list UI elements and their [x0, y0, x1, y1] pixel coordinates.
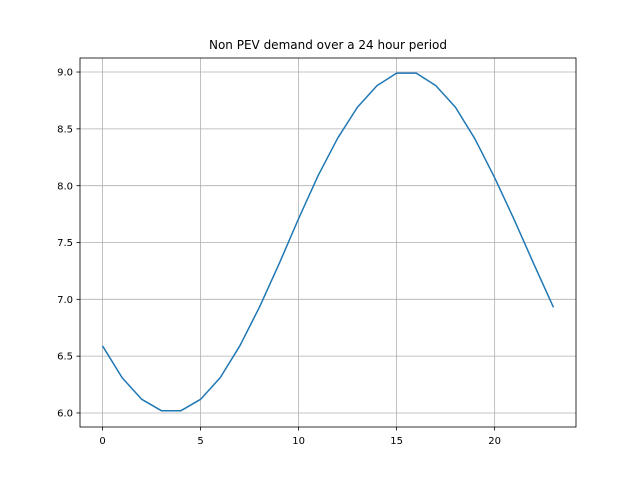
y-tick-label: 8.5 — [57, 124, 73, 135]
x-tick-label: 0 — [99, 436, 105, 447]
grid — [80, 58, 576, 427]
x-tick-label: 5 — [197, 436, 203, 447]
y-tick-label: 6.5 — [57, 352, 73, 363]
series-layer — [101, 72, 555, 412]
chart-title: Non PEV demand over a 24 hour period — [209, 38, 447, 52]
y-tick-label: 7.5 — [57, 238, 73, 249]
series-line — [101, 72, 555, 412]
x-tick-label: 10 — [292, 436, 305, 447]
y-tick-label: 7.0 — [57, 295, 73, 306]
x-tick-label: 20 — [488, 436, 501, 447]
y-tick-label: 6.0 — [57, 409, 73, 420]
y-tick-label: 9.0 — [57, 68, 73, 79]
x-tick-label: 15 — [390, 436, 403, 447]
y-tick-label: 8.0 — [57, 181, 73, 192]
x-axis: 0 5 10 15 20 — [99, 427, 501, 447]
y-axis: 6.0 6.5 7.0 7.5 8.0 8.5 9.0 — [57, 68, 80, 420]
